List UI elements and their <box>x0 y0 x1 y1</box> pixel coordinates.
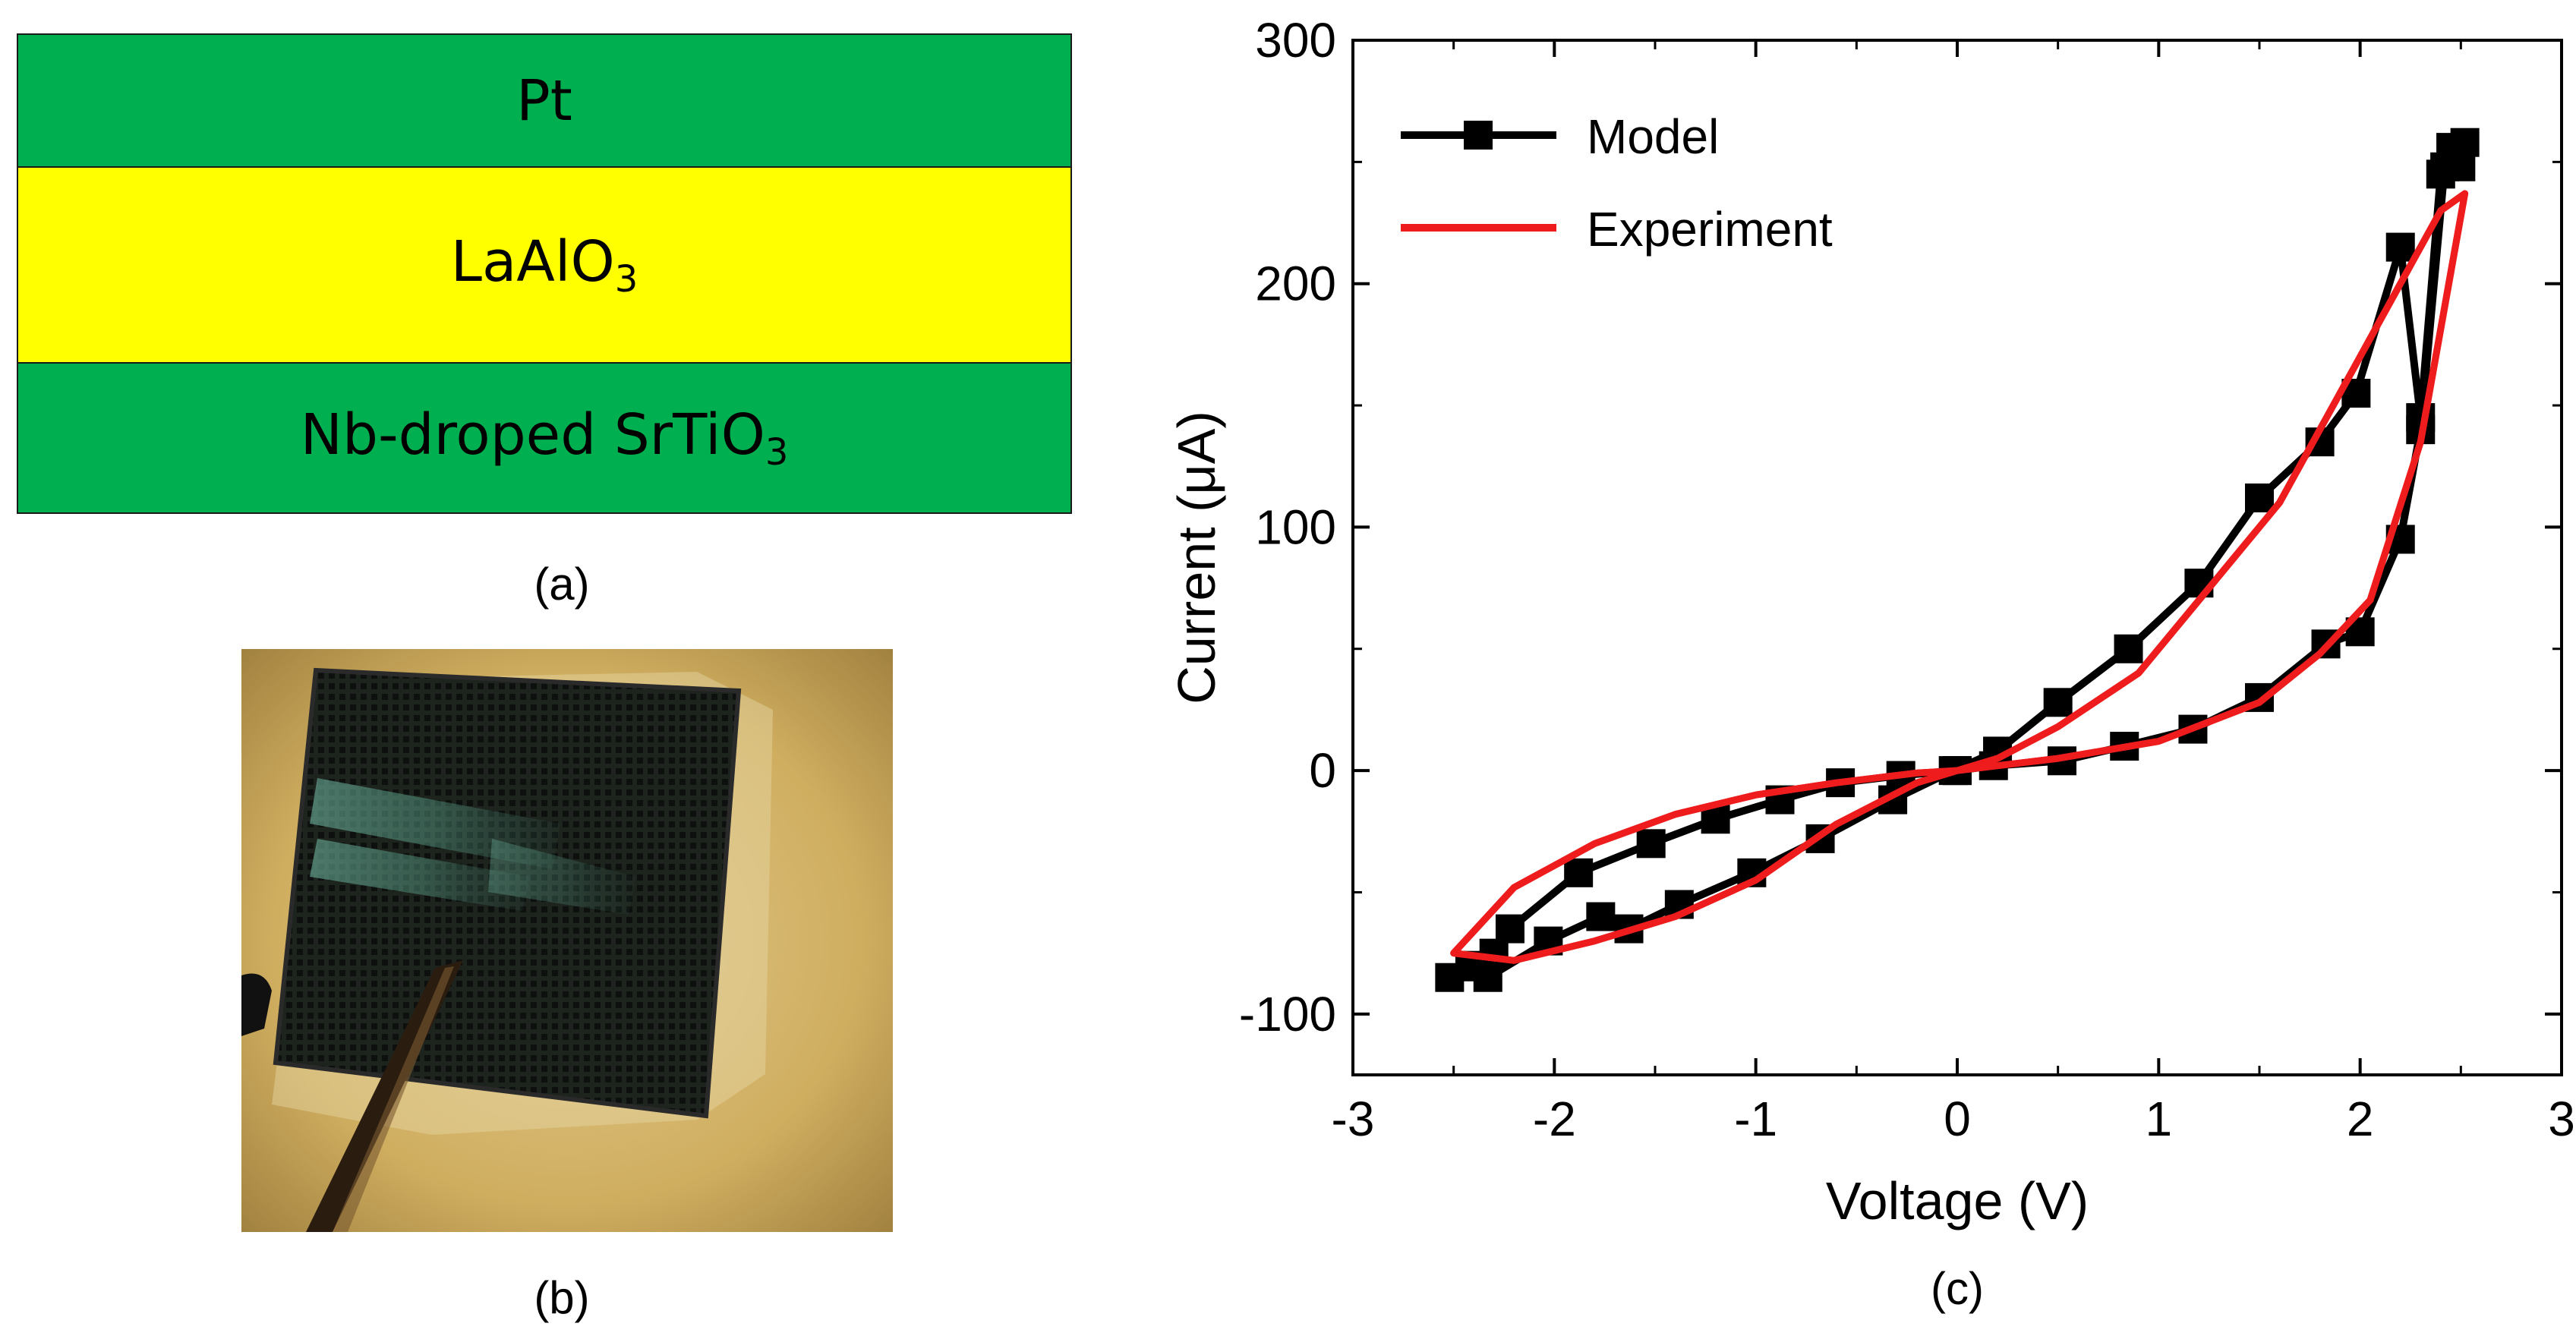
x-tick-label: -1 <box>1734 1092 1777 1146</box>
experiment-series-line-top <box>1450 190 2469 964</box>
model-data-point <box>2426 159 2455 189</box>
y-tick-label: 100 <box>1255 499 1336 554</box>
y-tick-label: -100 <box>1239 987 1336 1041</box>
caption-a: (a) <box>534 559 590 610</box>
x-axis-label: Voltage (V) <box>1826 1171 2089 1230</box>
iv-chart: -3 -2 -1 0 1 2 3 -100 0 100 200 300 Model Experiment… <box>1167 13 2575 1314</box>
model-data-point <box>2114 634 2143 663</box>
layer-laalo3-label: LaAlO3 <box>450 229 638 301</box>
y-tick-label: 0 <box>1309 743 1336 798</box>
caption-b: (b) <box>534 1272 590 1323</box>
model-data-point <box>2385 232 2415 262</box>
legend-model-label: Model <box>1587 109 1719 164</box>
layer-pt-label: Pt <box>516 68 572 134</box>
layer-nb-srtio3: Nb-droped SrTiO3 <box>18 364 1070 512</box>
model-data-point <box>1564 858 1594 887</box>
experiment-series-line <box>1450 190 2469 964</box>
model-data-point <box>1636 829 1666 859</box>
model-series-line <box>1446 138 2469 982</box>
x-tick-label: 3 <box>2548 1092 2575 1146</box>
legend-experiment-label: Experiment <box>1587 202 1833 257</box>
x-tick-label: 2 <box>2347 1092 2374 1146</box>
x-tick-label: -2 <box>1533 1092 1576 1146</box>
x-tick-label: 1 <box>2146 1092 2173 1146</box>
layer-nb-srtio3-label: Nb-droped SrTiO3 <box>300 402 789 474</box>
model-data-point <box>2245 483 2274 512</box>
layer-laalo3: LaAlO3 <box>18 168 1070 364</box>
x-tick-label: -3 <box>1332 1092 1375 1146</box>
y-tick-label: 200 <box>1255 257 1336 311</box>
model-data-point <box>1586 902 1616 931</box>
device-micrograph <box>241 649 893 1232</box>
legend-model-marker <box>1464 121 1493 150</box>
model-data-point <box>2436 133 2466 162</box>
model-data-point <box>1495 914 1524 944</box>
model-data-point <box>1479 938 1509 968</box>
layer-pt: Pt <box>18 35 1070 168</box>
x-tick-label: 0 <box>1944 1092 1971 1146</box>
model-data-point <box>2043 688 2073 717</box>
layer-stack-diagram: Pt LaAlO3 Nb-droped SrTiO3 <box>17 33 1072 514</box>
caption-c: (c) <box>1931 1263 1984 1314</box>
y-axis-label: Current (μA) <box>1167 411 1226 704</box>
y-tick-label: 300 <box>1255 13 1336 68</box>
